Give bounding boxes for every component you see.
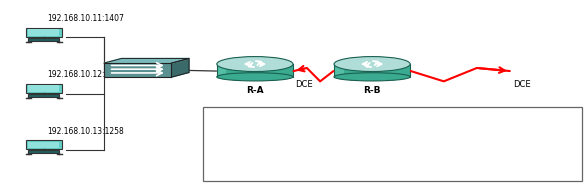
FancyBboxPatch shape bbox=[26, 28, 62, 37]
FancyBboxPatch shape bbox=[29, 150, 59, 153]
FancyBboxPatch shape bbox=[29, 142, 59, 148]
Text: 192.168.10.12:1258  →  222.100.100.60:1258: 192.168.10.12:1258 → 222.100.100.60:1258 bbox=[219, 137, 410, 146]
Text: R-B: R-B bbox=[363, 86, 381, 95]
Polygon shape bbox=[104, 58, 189, 63]
FancyBboxPatch shape bbox=[29, 85, 59, 92]
FancyBboxPatch shape bbox=[29, 29, 59, 36]
FancyBboxPatch shape bbox=[26, 140, 62, 149]
Text: 192.168.10.13:1258: 192.168.10.13:1258 bbox=[47, 127, 124, 136]
Ellipse shape bbox=[217, 73, 293, 81]
Polygon shape bbox=[334, 64, 343, 77]
Text: DCE: DCE bbox=[513, 80, 530, 89]
Text: R-A: R-A bbox=[246, 86, 264, 95]
Ellipse shape bbox=[334, 73, 410, 81]
Polygon shape bbox=[217, 64, 226, 77]
Text: 192.168.10.11:1407: 192.168.10.11:1407 bbox=[47, 14, 124, 23]
Ellipse shape bbox=[217, 56, 293, 72]
Polygon shape bbox=[171, 58, 189, 77]
FancyBboxPatch shape bbox=[203, 107, 582, 181]
FancyBboxPatch shape bbox=[104, 63, 171, 77]
Polygon shape bbox=[217, 64, 293, 77]
FancyBboxPatch shape bbox=[26, 84, 62, 93]
Text: 192.168.10.12:1258: 192.168.10.12:1258 bbox=[47, 70, 124, 79]
Text: DCE: DCE bbox=[295, 80, 312, 89]
FancyBboxPatch shape bbox=[29, 94, 59, 97]
Text: 192.168.10.11:1407  →  222.100.100.60:1407: 192.168.10.11:1407 → 222.100.100.60:1407 bbox=[219, 115, 410, 124]
Polygon shape bbox=[334, 64, 410, 77]
FancyBboxPatch shape bbox=[29, 38, 59, 41]
Ellipse shape bbox=[334, 56, 410, 72]
Text: 192.168.10.13:1258  →  222.100.100.60:1259: 192.168.10.13:1258 → 222.100.100.60:1259 bbox=[219, 158, 410, 167]
